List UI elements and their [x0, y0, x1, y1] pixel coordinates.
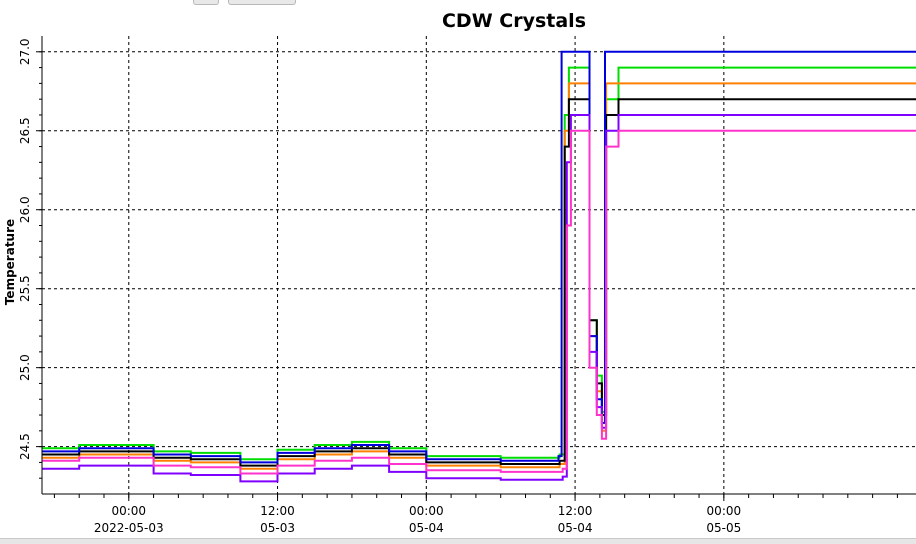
y-tick-label: 24.5	[18, 433, 32, 460]
series-line-6	[42, 129, 916, 475]
window-bottom-strip	[0, 538, 916, 544]
x-tick-label-date: 05-04	[409, 521, 444, 535]
x-tick-label-date: 2022-05-03	[94, 521, 164, 535]
series-line-5	[42, 114, 916, 483]
x-tick-label-date: 05-03	[260, 521, 295, 535]
y-axis-label: Temperature	[3, 219, 17, 305]
y-tick-label: 27.0	[18, 38, 32, 65]
y-tick-label: 26.5	[18, 117, 32, 144]
window-top-strip	[0, 0, 916, 6]
series-line-3	[42, 98, 916, 467]
x-tick-label-time: 12:00	[558, 504, 593, 518]
y-tick-label: 26.0	[18, 196, 32, 223]
series-line-2	[42, 82, 916, 470]
toolbar-button-stub[interactable]	[193, 0, 219, 5]
x-tick-label-date: 05-04	[558, 521, 593, 535]
x-tick-label-time: 12:00	[260, 504, 295, 518]
series-line-4	[42, 50, 916, 464]
series-line-1	[42, 66, 916, 461]
x-tick-label-time: 00:00	[409, 504, 444, 518]
x-tick-label-time: 00:00	[111, 504, 146, 518]
chart-title: CDW Crystals	[442, 10, 586, 32]
toolbar-tab-stub[interactable]	[228, 0, 296, 5]
x-tick-label-time: 00:00	[707, 504, 742, 518]
series-layer	[42, 50, 916, 483]
grid-layer	[42, 36, 916, 494]
y-tick-label: 25.5	[18, 275, 32, 302]
axis-layer: 24.5 25.0 25.5 26.0 26.5 27.0 00:00 2022-05-03 1…	[18, 36, 916, 535]
x-tick-label-date: 05-05	[706, 521, 741, 535]
y-tick-label: 25.0	[18, 354, 32, 381]
